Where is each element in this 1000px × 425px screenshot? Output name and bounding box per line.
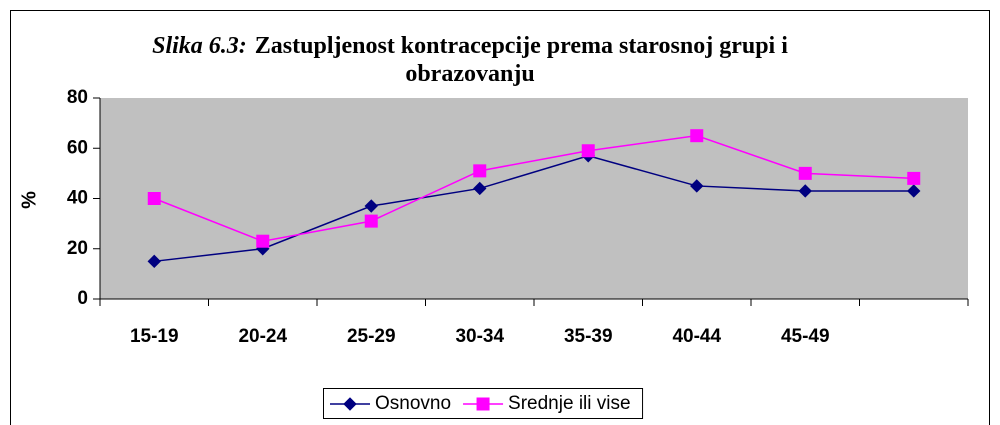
- legend-marker: [476, 397, 490, 411]
- data-point: [798, 184, 812, 198]
- chart-title: Slika 6.3: Zastupljenost kontracepcije pr…: [140, 32, 800, 88]
- y-tick-label: 0: [77, 288, 88, 309]
- x-tick-label: 40-44: [672, 326, 721, 347]
- data-point: [364, 199, 378, 213]
- data-point: [364, 214, 378, 228]
- y-tick-label: 60: [67, 137, 88, 158]
- data-point: [690, 129, 704, 143]
- y-tick-label: 80: [67, 87, 88, 108]
- data-point: [907, 184, 921, 198]
- series-line: [153, 134, 914, 242]
- series-line: [154, 155, 914, 263]
- y-tick-label: 20: [67, 238, 88, 259]
- data-point: [147, 192, 161, 205]
- x-tick-label: 30-34: [455, 326, 504, 347]
- legend-label: Srednje ili vise: [508, 393, 631, 414]
- legend-marker: [343, 397, 357, 411]
- x-tick-label: 15-19: [130, 326, 179, 347]
- y-axis-label: %: [18, 191, 40, 209]
- legend-label: Osnovno: [375, 393, 451, 414]
- title-label: Slika 6.3:: [152, 33, 247, 59]
- x-tick-label: 25-29: [347, 326, 396, 347]
- x-tick-label: 35-39: [564, 326, 613, 347]
- data-point: [147, 254, 161, 269]
- data-point: [473, 181, 487, 196]
- data-point: [581, 144, 595, 158]
- data-point: [473, 164, 487, 178]
- x-tick-label: 20-24: [238, 326, 287, 347]
- y-tick-label: 40: [67, 188, 88, 209]
- data-point: [256, 234, 270, 248]
- data-point: [798, 166, 812, 180]
- title-text: Zastupljenost kontracepcije prema staros…: [254, 33, 788, 87]
- x-tick-label: 45-49: [781, 326, 830, 347]
- data-point: [907, 171, 921, 185]
- data-point: [690, 179, 704, 193]
- plot-area: [100, 98, 968, 299]
